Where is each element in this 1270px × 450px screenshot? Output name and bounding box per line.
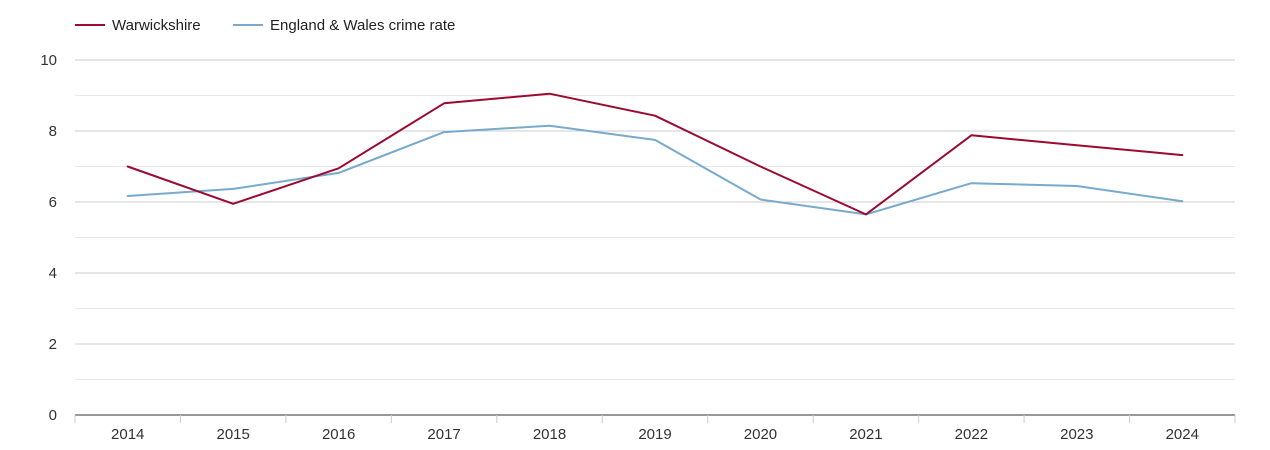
x-tick-label: 2024	[1166, 426, 1199, 443]
legend-label-warwickshire: Warwickshire	[112, 17, 201, 34]
x-tick-label: 2023	[1060, 426, 1093, 443]
y-tick-label: 6	[49, 194, 57, 211]
y-axis: 0 2 4 6 8 10	[40, 52, 57, 424]
y-tick-label: 0	[49, 407, 57, 424]
series-line-warwickshire	[126, 92, 1184, 216]
x-axis: 2014 2015 2016 2017 2018 2019 2020 2021 2022 2023…	[74, 414, 1236, 443]
x-tick-label: 2021	[849, 426, 882, 443]
y-tick-label: 10	[40, 52, 57, 69]
x-tick-label: 2016	[322, 426, 355, 443]
x-tick-label: 2022	[955, 426, 988, 443]
y-tick-label: 4	[49, 265, 57, 282]
x-tick-label: 2014	[111, 426, 144, 443]
legend-label-england-wales: England & Wales crime rate	[270, 17, 455, 34]
x-tick-label: 2015	[216, 426, 249, 443]
series-layer	[126, 92, 1184, 216]
gridlines	[75, 59, 1235, 380]
x-tick-label: 2019	[638, 426, 671, 443]
legend: Warwickshire England & Wales crime rate	[75, 17, 455, 34]
x-tick-label: 2020	[744, 426, 777, 443]
x-tick-label: 2018	[533, 426, 566, 443]
x-tick-label: 2017	[427, 426, 460, 443]
series-line-england-wales-crime-rate	[126, 124, 1184, 216]
y-tick-label: 2	[49, 336, 57, 353]
y-tick-label: 8	[49, 123, 57, 140]
